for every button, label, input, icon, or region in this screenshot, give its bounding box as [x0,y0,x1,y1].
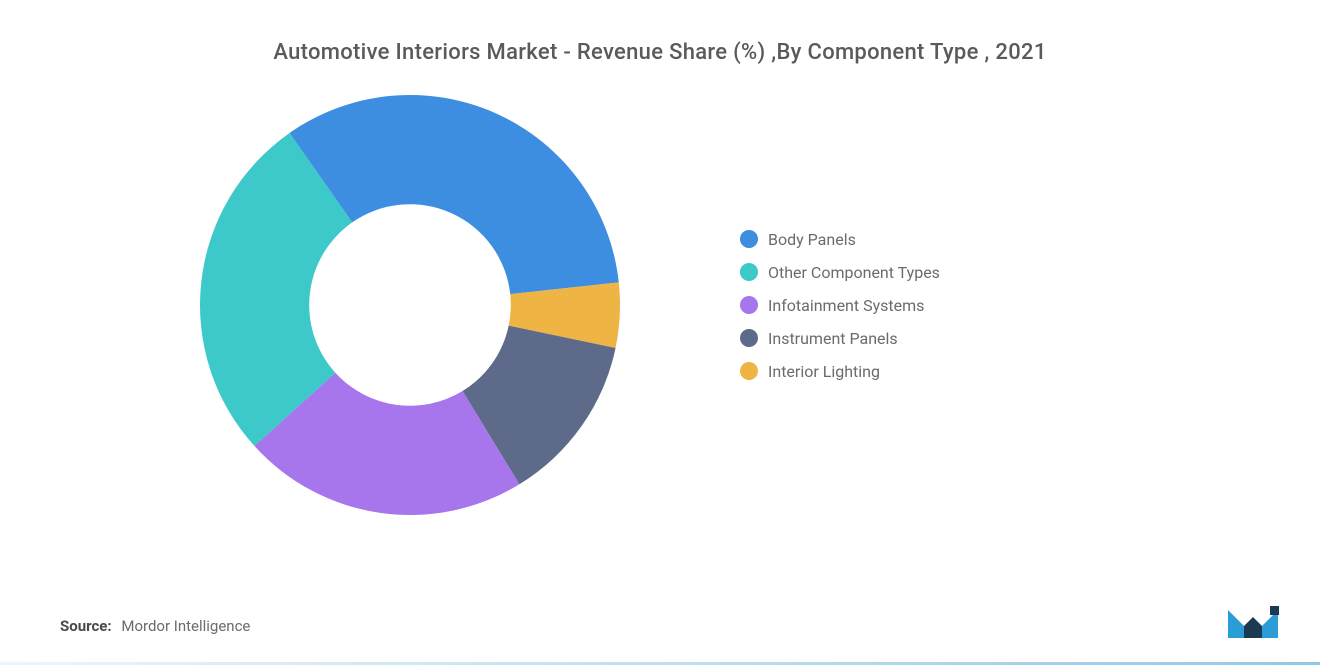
donut-svg [200,95,620,515]
legend-dot [740,329,758,347]
legend-label: Interior Lighting [768,362,880,381]
legend-dot [740,263,758,281]
legend-label: Other Component Types [768,263,940,282]
source-label: Source: [60,617,112,635]
logo-svg [1226,604,1280,640]
donut-slice [290,95,619,294]
legend-label: Infotainment Systems [768,296,924,315]
logo-m-mid [1244,617,1262,638]
source-value: Mordor Intelligence [121,617,250,635]
chart-container: Automotive Interiors Market - Revenue Sh… [0,0,1320,665]
legend-item: Instrument Panels [740,329,940,348]
legend-label: Instrument Panels [768,329,898,348]
legend-dot [740,230,758,248]
legend: Body Panels Other Component Types Infotain… [740,230,940,381]
legend-item: Infotainment Systems [740,296,940,315]
brand-logo [1226,604,1280,640]
chart-area: Body Panels Other Component Types Infotain… [60,95,1260,515]
legend-item: Body Panels [740,230,940,249]
legend-dot [740,362,758,380]
chart-title: Automotive Interiors Market - Revenue Sh… [60,40,1260,65]
logo-m-left [1228,610,1244,638]
legend-label: Body Panels [768,230,856,249]
donut-chart [200,95,620,515]
legend-item: Interior Lighting [740,362,940,381]
legend-item: Other Component Types [740,263,940,282]
logo-i-dot [1270,606,1279,615]
source-line: Source: Mordor Intelligence [60,617,250,635]
legend-dot [740,296,758,314]
